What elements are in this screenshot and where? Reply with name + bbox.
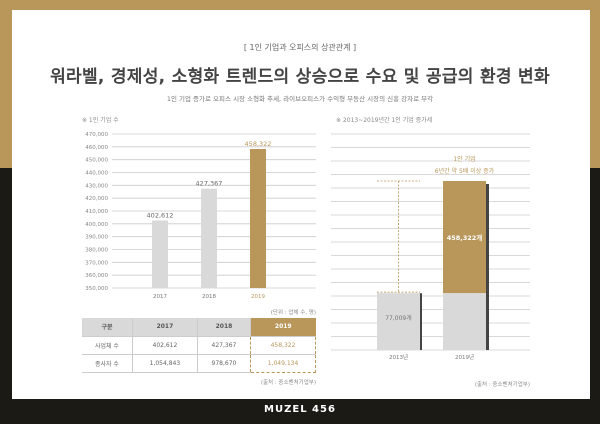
y-tick-label: 400,000 (85, 222, 108, 228)
page-description: 1인 기업 증가로 오피스 시장 소형화 추세, 라이브오피스가 수익형 부동산… (166, 95, 434, 103)
bar-shadow (486, 184, 489, 350)
y-tick-label: 380,000 (85, 248, 108, 254)
x-tick-label: 2018 (202, 294, 216, 300)
x-tick-label: 2017 (153, 294, 167, 300)
y-tick-label: 360,000 (85, 273, 108, 279)
table-header: 2017 (131, 318, 198, 337)
table-source: (출처 : 중소벤처기업부) (260, 380, 316, 386)
table-cell: 458,322 (250, 336, 316, 355)
table-header: 2018 (196, 318, 251, 337)
bar-2017 (152, 220, 168, 288)
annotation: 6년간 약 5배 이상 증가 (435, 167, 495, 175)
table-cell: 427,367 (196, 336, 251, 355)
y-tick-label: 410,000 (85, 209, 108, 215)
data-label: 427,367 (196, 180, 223, 188)
x-tick-label: 2013년 (389, 353, 408, 361)
y-tick-label: 420,000 (85, 196, 108, 202)
chart2-source: (출처 : 중소벤처기업부) (474, 382, 530, 388)
chart1-title: ※ 1인 기업 수 (82, 116, 119, 124)
bar-shadow (420, 293, 422, 350)
data-table: 구분 2017 2018 2019 사업체 수 402,612 427,367 … (82, 318, 316, 373)
x-tick-label: 2019 (251, 294, 265, 300)
y-tick-label: 350,000 (85, 286, 108, 292)
brand-logo: MUZEL 456 (264, 404, 336, 415)
y-tick-label: 470,000 (85, 132, 108, 138)
table-header: 구분 (82, 318, 133, 337)
table-header: 2019 (250, 318, 316, 337)
y-tick-label: 370,000 (85, 260, 108, 266)
y-tick-label: 390,000 (85, 235, 108, 241)
bar-2013 (377, 293, 420, 350)
y-tick-label: 460,000 (85, 145, 108, 151)
table-cell: 종사자 수 (82, 354, 133, 373)
table-unit: (단위 : 업체 수, 명) (270, 310, 316, 316)
table-cell: 사업체 수 (82, 336, 133, 355)
table-cell: 978,670 (196, 354, 251, 373)
table-row: 사업체 수 402,612 427,367 458,322 (82, 336, 316, 355)
annotation: 1인 기업 (453, 155, 475, 163)
bar-2019-base (443, 293, 486, 350)
data-label: 458,322개 (447, 233, 483, 242)
data-label: 77,009개 (385, 314, 412, 322)
y-tick-label: 450,000 (85, 158, 108, 164)
x-tick-label: 2019년 (455, 353, 474, 361)
y-tick-label: 440,000 (85, 171, 108, 177)
table-cell: 1,049,134 (250, 354, 316, 373)
table-row: 종사자 수 1,054,843 978,670 1,049,134 (82, 354, 316, 373)
bar-2019-increase (443, 181, 486, 294)
data-label: 402,612 (147, 211, 174, 219)
bar-2019 (250, 148, 266, 288)
y-tick-label: 430,000 (85, 183, 108, 189)
table-cell: 402,612 (131, 336, 198, 355)
table-header-row: 구분 2017 2018 2019 (82, 318, 316, 337)
section-subtitle: [ 1인 기업과 오피스의 상관관계 ] (243, 43, 357, 52)
data-label: 458,322 (245, 140, 272, 148)
page-title: 워라벨, 경제성, 소형화 트렌드의 상승으로 수요 및 공급의 환경 변화 (50, 67, 550, 87)
bar-2018 (201, 188, 217, 288)
chart2-title: ※ 2013~2019년간 1인 기업 증가세 (336, 116, 432, 124)
table-cell: 1,054,843 (131, 354, 198, 373)
